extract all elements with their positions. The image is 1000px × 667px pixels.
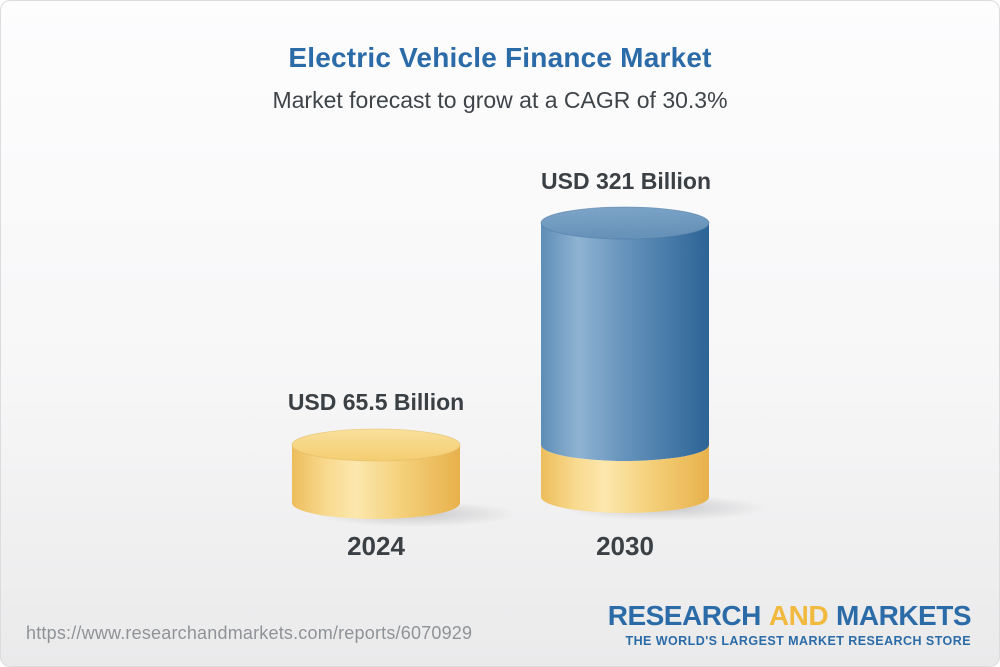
- bar-2024-cylinder: [291, 428, 461, 519]
- bar-2024-top: [291, 428, 461, 462]
- bar-2024-category-label: 2024: [347, 531, 405, 561]
- logo-tagline: THE WORLD'S LARGEST MARKET RESEARCH STOR…: [625, 634, 971, 648]
- bar-2030-growth-segment: [541, 223, 709, 461]
- logo-word-markets: MARKETS: [836, 600, 971, 631]
- bar-2030-value-label: USD 321 Billion: [541, 168, 711, 194]
- page-title: Electric Vehicle Finance Market: [288, 42, 712, 73]
- bar-2030-top: [540, 206, 710, 240]
- logo-wordmark: RESEARCH AND MARKETS: [607, 600, 972, 631]
- bar-2024-value-label: USD 65.5 Billion: [287, 389, 465, 415]
- logo-word-and: AND: [768, 600, 829, 631]
- logo-word-research: RESEARCH: [607, 600, 762, 631]
- bar-2024-body: [292, 445, 460, 519]
- bar-2030-base-segment: [541, 445, 709, 513]
- report-url: https://www.researchandmarkets.com/repor…: [26, 623, 473, 643]
- chart-subtitle: Market forecast to grow at a CAGR of 30.…: [272, 87, 728, 113]
- bar-2030-category-label: 2030: [596, 531, 654, 561]
- research-and-markets-logo: RESEARCH AND MARKETS THE WORLD'S LARGEST…: [607, 600, 972, 648]
- bar-2030-cylinder: [540, 206, 710, 513]
